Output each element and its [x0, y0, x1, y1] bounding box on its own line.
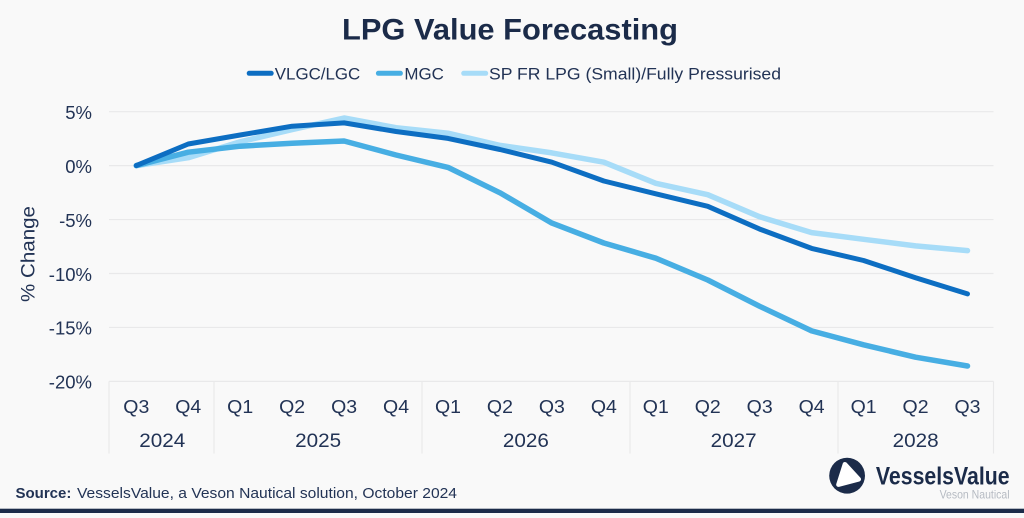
svg-text:LPG Value Forecasting: LPG Value Forecasting [342, 14, 678, 47]
svg-text:Q3: Q3 [539, 396, 565, 417]
svg-text:Q1: Q1 [227, 396, 253, 417]
svg-text:Q2: Q2 [487, 396, 513, 417]
svg-text:2025: 2025 [295, 431, 341, 452]
svg-text:Q3: Q3 [123, 396, 149, 417]
svg-text:Q4: Q4 [799, 396, 825, 417]
svg-text:MGC: MGC [404, 65, 444, 83]
svg-text:SP FR LPG (Small)/Fully Pressu: SP FR LPG (Small)/Fully Pressurised [489, 65, 781, 83]
svg-text:Q1: Q1 [851, 396, 877, 417]
svg-text:Source:: Source: [16, 485, 72, 502]
svg-text:-10%: -10% [49, 264, 92, 285]
svg-text:2027: 2027 [711, 431, 757, 452]
svg-text:Q3: Q3 [331, 396, 357, 417]
svg-text:-5%: -5% [59, 210, 92, 231]
svg-text:Q4: Q4 [383, 396, 409, 417]
svg-text:2026: 2026 [503, 431, 549, 452]
svg-text:VLGC/LGC: VLGC/LGC [275, 65, 360, 83]
svg-text:VesselsValue: VesselsValue [876, 463, 1010, 491]
svg-text:-15%: -15% [49, 318, 92, 339]
svg-text:Q3: Q3 [747, 396, 773, 417]
svg-text:% Change: % Change [18, 206, 40, 302]
svg-text:Q2: Q2 [903, 396, 929, 417]
svg-text:Veson Nautical: Veson Nautical [940, 488, 1010, 502]
svg-text:-20%: -20% [49, 372, 92, 393]
svg-text:Q1: Q1 [643, 396, 669, 417]
svg-text:VesselsValue, a Veson Nautical: VesselsValue, a Veson Nautical solution,… [77, 485, 457, 502]
svg-text:2028: 2028 [893, 431, 939, 452]
svg-text:2024: 2024 [139, 431, 185, 452]
svg-text:Q1: Q1 [435, 396, 461, 417]
svg-text:Q4: Q4 [175, 396, 201, 417]
svg-text:Q2: Q2 [695, 396, 721, 417]
svg-text:Q4: Q4 [591, 396, 617, 417]
svg-text:0%: 0% [65, 156, 92, 177]
svg-text:Q2: Q2 [279, 396, 305, 417]
svg-text:Q3: Q3 [955, 396, 981, 417]
svg-text:5%: 5% [65, 102, 92, 123]
